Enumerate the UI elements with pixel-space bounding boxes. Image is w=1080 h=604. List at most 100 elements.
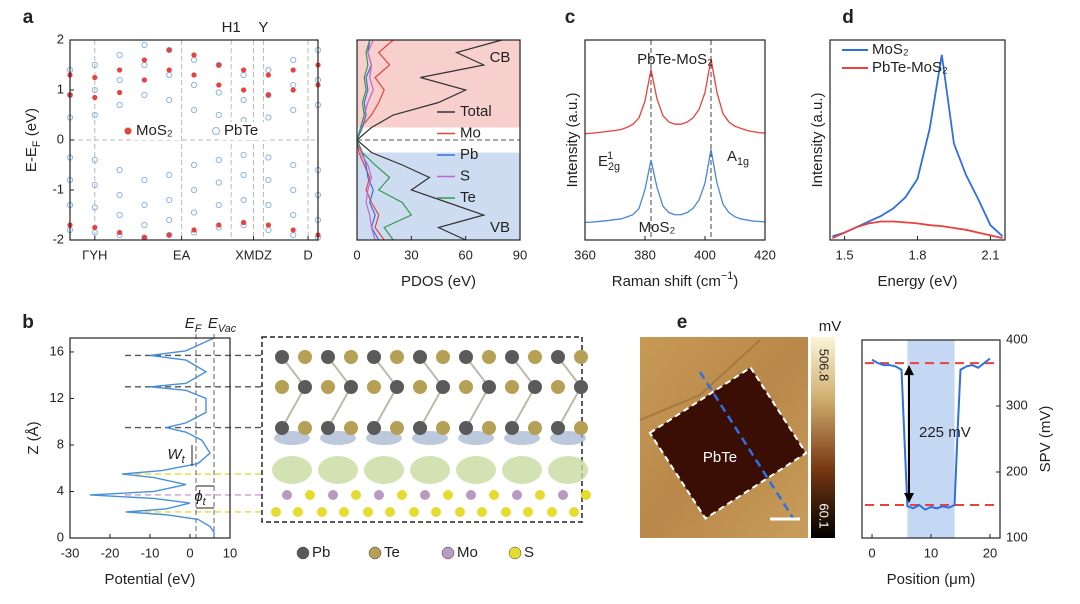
x-tick-label: 10 <box>223 545 237 560</box>
legend-label: Pb <box>460 146 478 163</box>
atom <box>351 490 361 500</box>
x-tick-label: -10 <box>141 545 160 560</box>
atom <box>413 380 427 394</box>
axis-label-part: Raman shift (cm <box>612 273 721 290</box>
band-point <box>290 227 296 233</box>
bond <box>419 386 444 429</box>
x-tick-label: 0 <box>186 545 193 560</box>
atom <box>482 380 496 394</box>
x-tick-label: 10 <box>924 545 938 560</box>
y-tick-label: 300 <box>1006 397 1028 412</box>
top-label: Y <box>258 19 268 36</box>
atom <box>431 507 441 517</box>
band-point <box>92 74 98 81</box>
flake-label: PbTe <box>703 449 737 466</box>
x-tick-label: 380 <box>634 247 656 262</box>
plot-frame <box>584 39 766 241</box>
atom <box>569 507 579 517</box>
y-tick-label: 8 <box>57 436 64 451</box>
charge-density <box>364 456 404 484</box>
atom <box>436 421 450 435</box>
band-point <box>265 92 271 98</box>
atom <box>344 421 358 435</box>
band-point <box>166 67 172 73</box>
atom <box>271 507 281 517</box>
band-point <box>91 86 98 94</box>
legend-atom <box>508 546 522 560</box>
x-tick-label: 0 <box>353 247 360 262</box>
atom <box>390 350 404 364</box>
legend-label: PbTe <box>224 122 258 139</box>
linecut <box>698 371 795 519</box>
atom <box>275 350 289 364</box>
atom <box>482 350 496 364</box>
peak-label: E2g1 <box>598 150 620 173</box>
band-point <box>265 222 271 228</box>
band-point <box>190 161 198 169</box>
vacuum-label-part: E <box>208 315 219 332</box>
atom <box>489 490 499 500</box>
panel-label: b <box>22 312 34 333</box>
axis-label: Intensity (a.u.) <box>564 92 581 187</box>
y-tick-label: 0 <box>57 529 64 544</box>
region-label: CB <box>490 49 511 66</box>
fermi-label: EF <box>185 315 203 335</box>
atom <box>574 350 588 364</box>
band-point <box>141 61 148 69</box>
legend-label: Te <box>460 189 476 206</box>
band-point <box>116 211 123 219</box>
band-point <box>117 67 123 73</box>
band-point <box>190 81 198 89</box>
band-point <box>240 196 247 204</box>
x-tick-label: 400 <box>694 247 716 262</box>
band-point <box>240 71 247 79</box>
fermi-label-part: F <box>195 323 203 335</box>
atom <box>551 350 565 364</box>
spectrum-line <box>584 58 766 135</box>
band-point <box>116 101 123 109</box>
plot-frame <box>356 39 521 241</box>
band-point <box>190 106 198 114</box>
atom <box>367 380 381 394</box>
atom <box>390 380 404 394</box>
atom <box>459 350 473 364</box>
vacuum-label: EVac <box>208 315 237 335</box>
band-point <box>166 232 172 238</box>
atom <box>390 421 404 435</box>
band-point <box>141 77 147 83</box>
barrier-label-part: t <box>203 496 207 508</box>
barrier-label-part: t <box>182 454 186 466</box>
region-label: VB <box>490 219 510 236</box>
atom <box>317 507 327 517</box>
band-point <box>265 114 272 121</box>
band-point <box>191 72 197 78</box>
legend-bg <box>222 122 268 140</box>
band-point <box>216 62 222 68</box>
axis-label: Z (Å) <box>25 421 42 454</box>
band-point <box>166 216 173 224</box>
x-tick-label: 30 <box>404 247 418 262</box>
legend-atom <box>368 546 382 560</box>
band-point <box>92 224 98 231</box>
y-tick-label: 100 <box>1006 529 1028 544</box>
atom <box>501 507 511 517</box>
atom <box>321 350 335 364</box>
afm-terrace <box>639 339 761 421</box>
band-point <box>215 89 222 96</box>
charge-density <box>272 456 312 484</box>
y-tick-label: 1 <box>57 81 64 96</box>
legend-label: Pb <box>312 544 330 561</box>
atom <box>535 490 545 500</box>
band-point <box>166 71 173 79</box>
atom <box>459 421 473 435</box>
band-point <box>91 204 98 211</box>
atom <box>367 421 381 435</box>
band-point <box>166 196 173 204</box>
axis-label: SPV (mV) <box>1037 406 1054 473</box>
bond <box>373 386 398 429</box>
x-tick-label: ΓYH <box>82 247 107 262</box>
atom <box>436 350 450 364</box>
colorbar-max: 506.8 <box>817 349 832 382</box>
